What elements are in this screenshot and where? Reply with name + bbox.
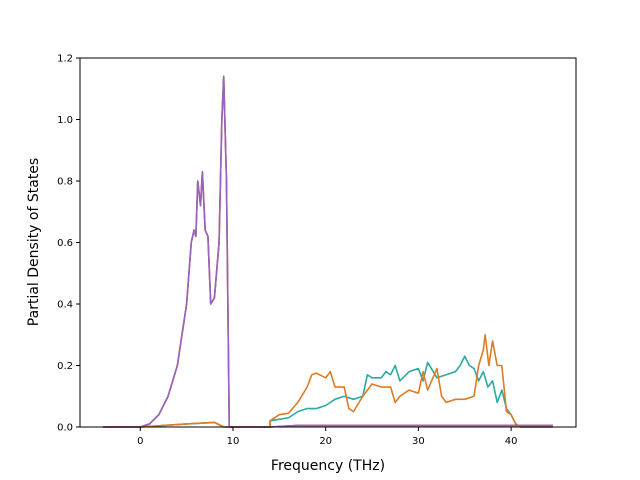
y-tick-label: 0.4 (57, 300, 73, 311)
y-tick-label: 0.6 (57, 238, 73, 249)
axes-frame (79, 57, 577, 428)
series-line-1 (103, 355, 553, 428)
y-tick-label: 1.2 (57, 54, 73, 65)
x-tick-label: 30 (412, 436, 425, 447)
y-axis-label: Partial Density of States (26, 158, 42, 326)
y-tick-label: 1.0 (57, 115, 73, 126)
series-line-2 (103, 333, 553, 428)
x-axis-ticks: 0 10 20 30 40 (137, 427, 517, 447)
x-axis-label: Frequency (THz) (271, 458, 385, 474)
y-tick-label: 0.0 (57, 423, 73, 434)
series-group (103, 75, 553, 428)
x-tick-label: 40 (505, 436, 518, 447)
series-line-4 (103, 75, 553, 428)
x-tick-label: 10 (227, 436, 240, 447)
y-tick-label: 0.8 (57, 177, 73, 188)
y-axis-ticks: 0.0 0.2 0.4 0.6 0.8 1.0 1.2 (57, 54, 80, 434)
x-tick-label: 0 (137, 436, 143, 447)
x-tick-label: 20 (319, 436, 332, 447)
y-tick-label: 0.2 (57, 361, 73, 372)
